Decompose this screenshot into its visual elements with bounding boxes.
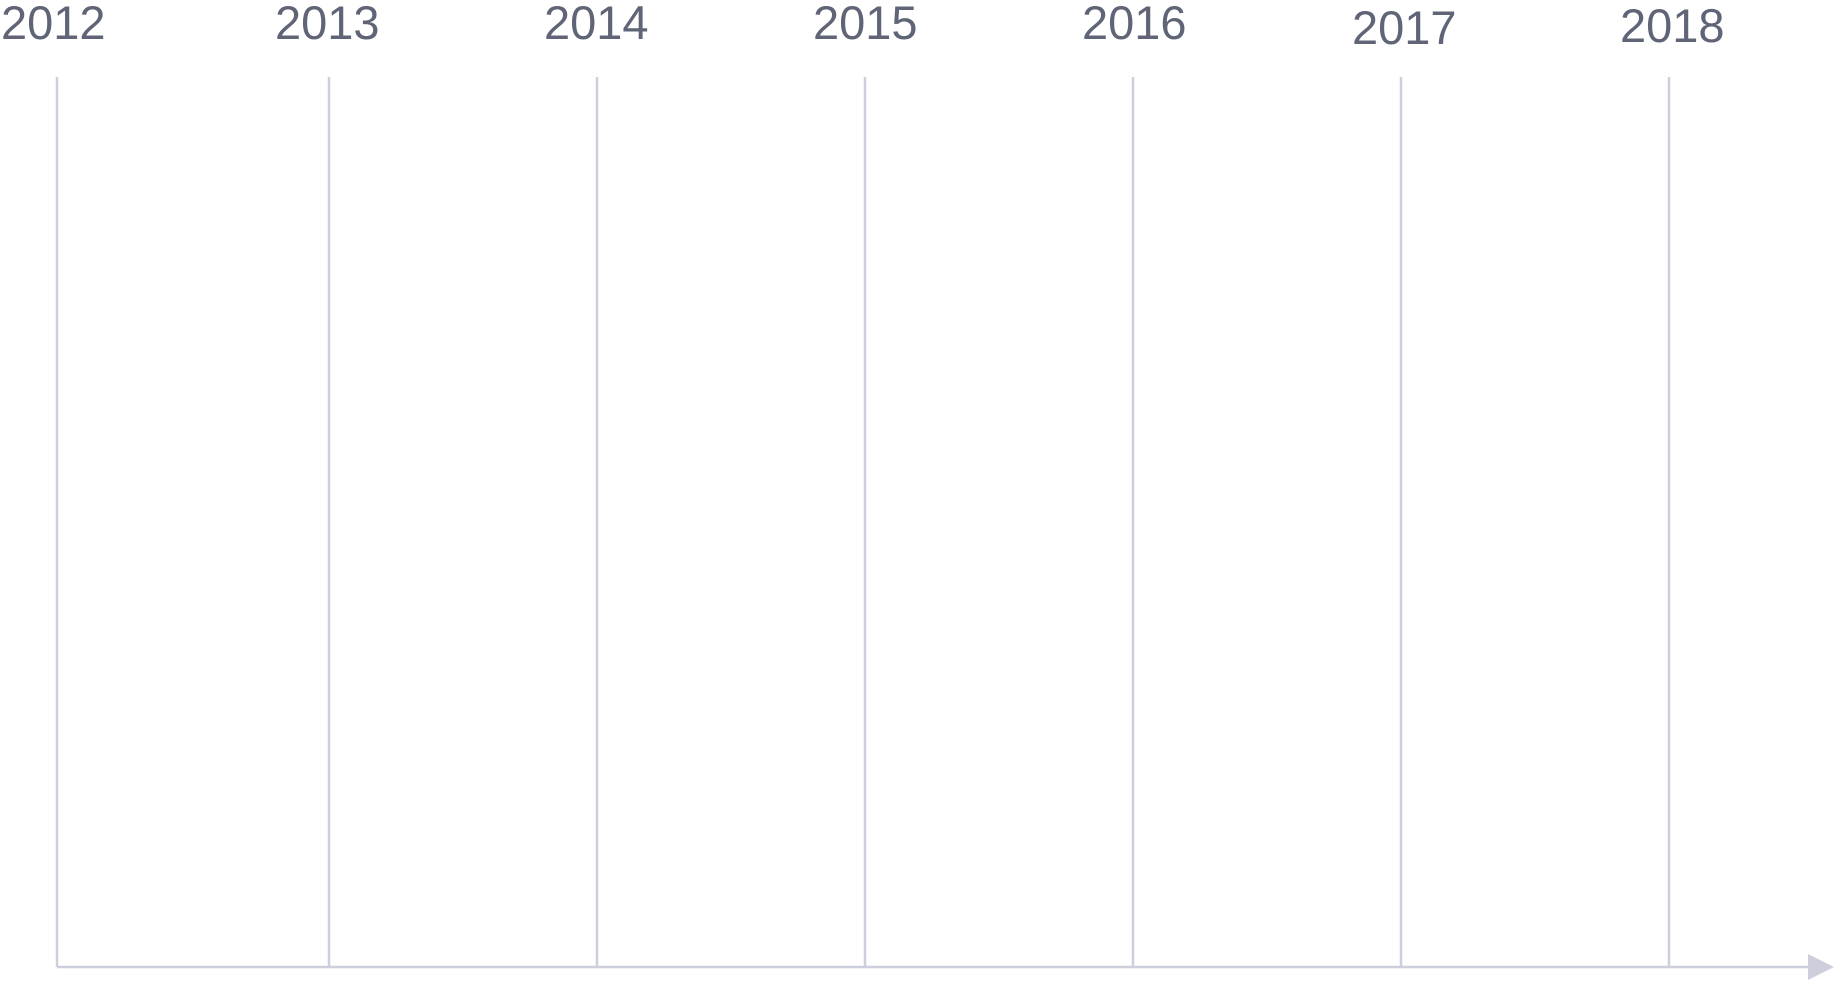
year-label-2016: 2016 [1082, 0, 1187, 49]
axis-arrow-icon [1808, 954, 1834, 980]
year-label-2013: 2013 [275, 0, 380, 49]
year-label-2015: 2015 [813, 0, 918, 49]
year-label-2017: 2017 [1352, 1, 1457, 54]
year-gridlines [55, 77, 1671, 967]
time-axis [57, 954, 1834, 980]
year-label-2018: 2018 [1620, 0, 1725, 52]
year-label-2012: 2012 [1, 0, 106, 49]
year-label-2014: 2014 [544, 0, 649, 49]
year-labels: 2012 2013 2014 2015 2016 2017 2018 [1, 0, 1725, 54]
